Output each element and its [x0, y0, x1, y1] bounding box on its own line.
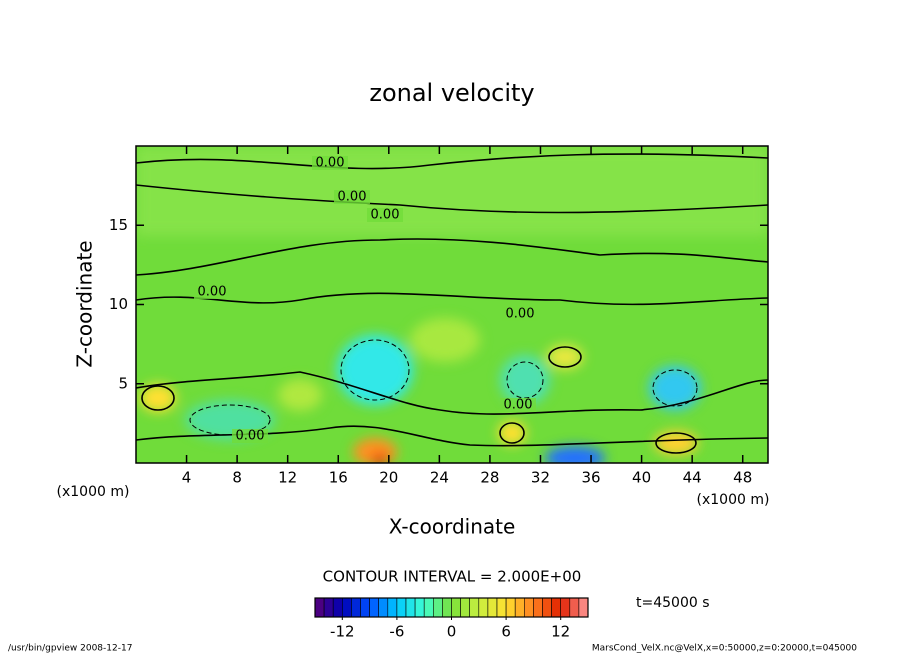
colorbar-cell — [496, 597, 507, 618]
colorbar-cell — [514, 597, 525, 618]
colorbar-cell — [478, 597, 489, 618]
contour-label: 0.00 — [371, 208, 400, 223]
y-tick-label: 15 — [109, 216, 128, 234]
contour-label: 0.00 — [236, 429, 265, 444]
contour-interval: CONTOUR INTERVAL = 2.000E+00 — [323, 568, 582, 586]
footer-left: /usr/bin/gpview 2008-12-17 — [8, 644, 132, 654]
contour-label-bg — [500, 398, 536, 412]
colorbar-cell — [569, 597, 580, 618]
contour-label-bg — [367, 208, 403, 222]
x-tick-label: 20 — [379, 469, 398, 487]
colorbar-tick-label: 12 — [551, 623, 570, 641]
y-tick-label: 5 — [118, 374, 128, 392]
x-tick-label: 48 — [733, 469, 752, 487]
colorbar-cell — [523, 597, 534, 618]
colorbar-cell — [405, 597, 416, 618]
colorbar-cell — [387, 597, 398, 618]
x-tick-label: 12 — [278, 469, 297, 487]
x-tick-label: 16 — [329, 469, 348, 487]
colorbar-cell — [341, 597, 352, 618]
x-tick-label: 4 — [182, 469, 192, 487]
colorbar-cell — [560, 597, 571, 618]
colorbar-cell — [451, 597, 461, 618]
contour-label-bg — [232, 429, 268, 443]
contour-label: 0.00 — [198, 285, 227, 300]
colorbar-cell — [332, 597, 343, 618]
y-tick-label: 10 — [109, 295, 128, 313]
negative-contours — [189, 339, 698, 436]
x-tick-label: 8 — [232, 469, 242, 487]
colorbar-cell — [360, 597, 370, 618]
colorbar-cell — [578, 597, 589, 618]
colorbar-tick-label: 0 — [447, 623, 457, 641]
x-tick-label: 40 — [632, 469, 651, 487]
colorbar-cell — [469, 597, 480, 618]
colorbar-cell — [460, 597, 471, 618]
field — [136, 146, 768, 463]
colorbar-tick-label: -12 — [330, 623, 355, 641]
contour-label: 0.00 — [504, 398, 533, 413]
x-tick-label: 36 — [581, 469, 600, 487]
contour-label-bg — [334, 190, 370, 204]
contour-label: 0.00 — [316, 156, 345, 171]
y-axis-label: Z-coordinate — [73, 240, 97, 367]
contour-label-bg — [502, 307, 538, 321]
colorbar-cell — [351, 597, 361, 618]
contour-label-bg — [194, 285, 230, 299]
colorbar-tick-label: 6 — [501, 623, 511, 641]
x-unit: (x1000 m) — [57, 484, 130, 500]
contour-label: 0.00 — [506, 307, 535, 322]
colorbar-cell — [378, 597, 389, 618]
colorbar-tick-label: -6 — [389, 623, 404, 641]
colorbar-cell — [396, 597, 407, 618]
colorbar-cell — [414, 597, 425, 618]
time-label: t=45000 s — [636, 595, 710, 611]
footer-right: MarsCond_VelX.nc@VelX,x=0:50000,z=0:2000… — [592, 644, 857, 654]
colorbar-cell — [314, 597, 325, 618]
x-tick-label: 32 — [531, 469, 550, 487]
colorbar-cell — [487, 597, 498, 618]
x-tick-label: 24 — [430, 469, 449, 487]
contour-lines — [136, 153, 768, 454]
colorbar-cell — [442, 597, 452, 618]
x-axis-label: X-coordinate — [389, 515, 516, 539]
x-tick-label: 28 — [480, 469, 499, 487]
colorbar-cell — [432, 597, 443, 618]
contour-label-bg — [312, 156, 348, 170]
colorbar-cell — [533, 597, 543, 618]
colorbar-cell — [551, 597, 561, 618]
colorbar-cell — [505, 597, 516, 618]
colorbar-cell — [323, 597, 334, 618]
colorbar-cell — [542, 597, 552, 618]
colorbar-cell — [423, 597, 434, 618]
x-tick-label: 44 — [683, 469, 702, 487]
x-unit: (x1000 m) — [697, 492, 770, 508]
colorbar-cell — [369, 597, 380, 618]
chart-title: zonal velocity — [369, 79, 534, 107]
contour-label: 0.00 — [338, 190, 367, 205]
